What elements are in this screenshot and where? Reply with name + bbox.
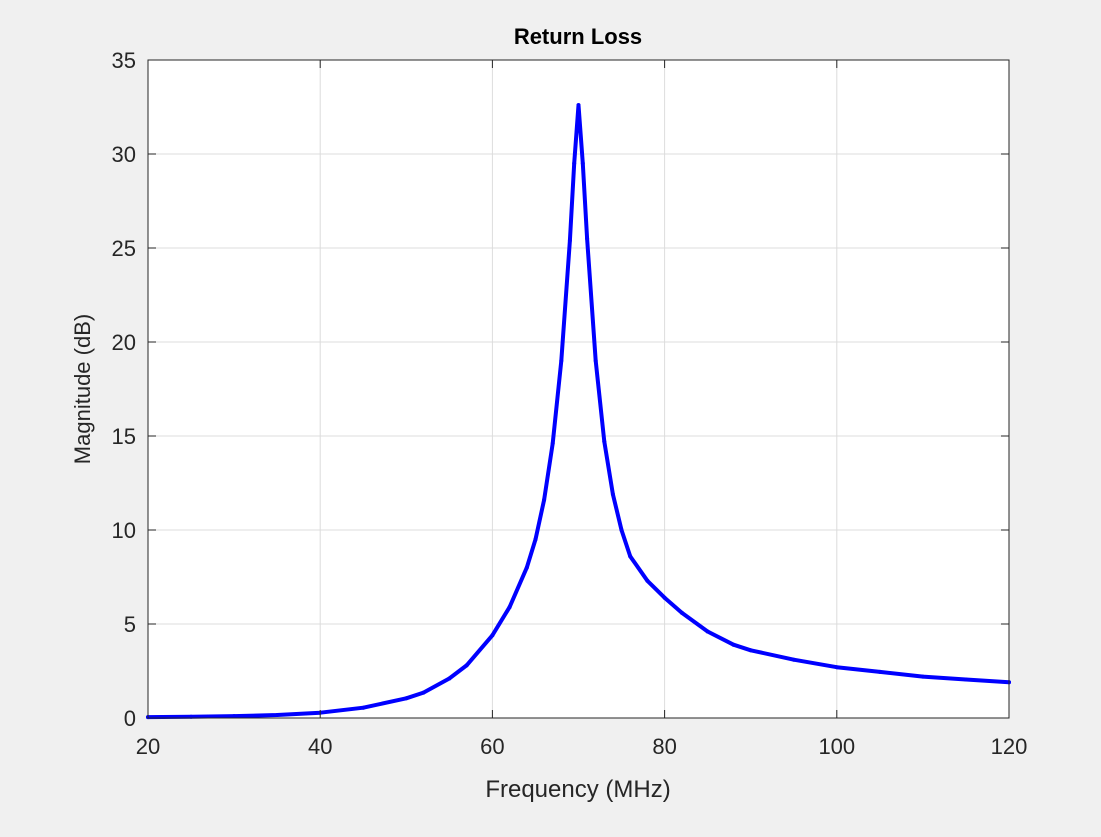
x-tick-label: 60 bbox=[480, 734, 504, 759]
x-tick-label: 100 bbox=[818, 734, 855, 759]
data-point bbox=[628, 554, 633, 559]
data-point bbox=[593, 358, 598, 363]
data-point bbox=[748, 648, 753, 653]
x-tick-labels: 20 40 60 80 100 120 bbox=[136, 734, 1028, 759]
axes-box bbox=[147, 59, 1010, 719]
x-tick-label: 20 bbox=[136, 734, 160, 759]
data-point bbox=[705, 629, 710, 634]
data-point bbox=[602, 439, 607, 444]
data-point bbox=[559, 358, 564, 363]
data-point bbox=[447, 676, 452, 681]
data-point bbox=[542, 497, 547, 502]
data-point bbox=[610, 492, 615, 497]
data-point bbox=[490, 633, 495, 638]
y-tick-label: 20 bbox=[112, 330, 136, 355]
y-tick-label: 30 bbox=[112, 142, 136, 167]
data-point bbox=[920, 674, 925, 679]
data-point bbox=[576, 103, 581, 108]
data-point bbox=[662, 595, 667, 600]
data-point bbox=[421, 690, 426, 695]
data-point bbox=[404, 696, 409, 701]
data-point bbox=[533, 537, 538, 542]
ticks bbox=[147, 59, 1010, 719]
data-point bbox=[524, 565, 529, 570]
data-point bbox=[645, 578, 650, 583]
chart-title: Return Loss bbox=[514, 24, 642, 49]
data-point bbox=[679, 610, 684, 615]
y-tick-label: 10 bbox=[112, 518, 136, 543]
data-point bbox=[572, 161, 577, 166]
data-point bbox=[567, 238, 572, 243]
data-point bbox=[963, 677, 968, 682]
data-point bbox=[361, 705, 366, 710]
axes-background bbox=[148, 60, 1009, 718]
data-point bbox=[731, 642, 736, 647]
x-tick-label: 120 bbox=[991, 734, 1028, 759]
x-tick-label: 40 bbox=[308, 734, 332, 759]
data-point bbox=[585, 236, 590, 241]
data-point bbox=[464, 663, 469, 668]
grid bbox=[148, 60, 1009, 718]
data-point bbox=[232, 714, 237, 719]
data-point bbox=[550, 441, 555, 446]
y-tick-label: 25 bbox=[112, 236, 136, 261]
data-point bbox=[619, 528, 624, 532]
y-tick-label: 35 bbox=[112, 48, 136, 73]
y-tick-label: 5 bbox=[124, 612, 136, 637]
y-tick-label: 15 bbox=[112, 424, 136, 449]
data-point bbox=[791, 657, 796, 662]
data-point bbox=[275, 713, 280, 717]
x-tick-label: 80 bbox=[652, 734, 676, 759]
data-point bbox=[834, 665, 839, 670]
data-point bbox=[507, 605, 512, 610]
data-point bbox=[580, 161, 585, 166]
data-point bbox=[877, 669, 882, 674]
y-tick-label: 0 bbox=[124, 706, 136, 731]
y-tick-labels: 0 5 10 15 20 25 30 35 bbox=[112, 48, 136, 731]
y-axis-label: Magnitude (dB) bbox=[70, 314, 95, 464]
x-axis-label: Frequency (MHz) bbox=[485, 776, 670, 803]
